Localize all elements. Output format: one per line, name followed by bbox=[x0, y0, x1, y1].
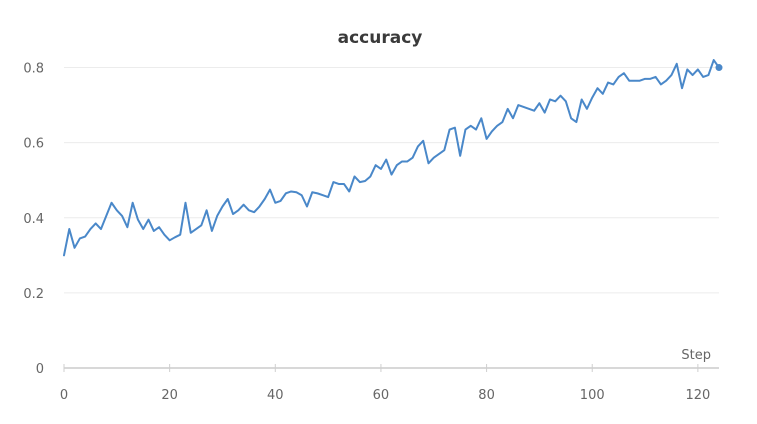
x-tick-label: 120 bbox=[685, 388, 710, 403]
y-tick-label: 0.2 bbox=[23, 287, 44, 302]
y-tick-label: 0.6 bbox=[23, 137, 44, 152]
x-tick-label: 80 bbox=[478, 388, 495, 403]
x-tick-label: 100 bbox=[580, 388, 605, 403]
y-tick-label: 0.4 bbox=[23, 212, 44, 227]
y-tick-label: 0 bbox=[36, 362, 44, 377]
chart-title: accuracy bbox=[338, 28, 423, 48]
last-point-marker[interactable] bbox=[715, 64, 723, 72]
x-tick-label: 20 bbox=[161, 388, 178, 403]
y-tick-label: 0.8 bbox=[23, 62, 44, 77]
grid bbox=[64, 67, 719, 294]
accuracy-series-line bbox=[63, 59, 720, 257]
x-tick-label: 0 bbox=[60, 388, 68, 403]
x-tick-label: 60 bbox=[373, 388, 390, 403]
axes: 0 0.2 0.4 0.6 0.8 0 20 40 60 80 100 120 bbox=[23, 62, 719, 403]
series-layer bbox=[63, 59, 723, 257]
x-tick-label: 40 bbox=[267, 388, 284, 403]
x-axis-label: Step bbox=[681, 348, 711, 363]
